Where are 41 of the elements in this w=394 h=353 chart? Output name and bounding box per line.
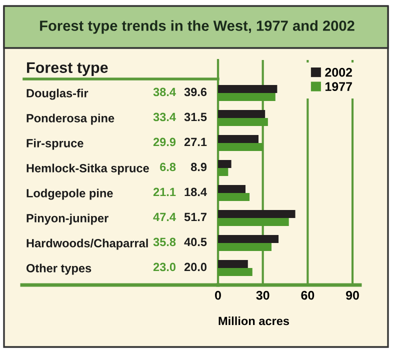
data-label: 21.1 [153, 188, 176, 196]
x-tick-label: 30 [256, 290, 270, 300]
data-label: 6.8 [160, 162, 176, 172]
data-label: 18.4 [184, 188, 207, 196]
bar [218, 135, 259, 143]
data-label: 47.4 [153, 212, 176, 222]
data-label: 23.0 [153, 262, 176, 272]
bar [218, 210, 296, 218]
data-label: 40.5 [184, 238, 207, 246]
data-label: 35.8 [153, 238, 176, 246]
data-label: 38.4 [153, 88, 176, 96]
x-tick-label: 60 [301, 290, 314, 300]
legend-label: 1977 [325, 82, 352, 91]
bar [218, 85, 278, 93]
y-tick-label: Other types [26, 264, 92, 275]
y-tick-label: Fir-spruce [26, 138, 84, 150]
chart-title: Forest type trends in the West, 1977 and 2002 [40, 20, 354, 34]
y-tick-label: Ponderosa pine [26, 114, 114, 125]
data-label: 33.4 [153, 112, 176, 122]
data-label: 8.9 [190, 162, 207, 172]
data-label: 39.6 [184, 88, 207, 96]
bar [218, 185, 246, 193]
data-label: 27.1 [184, 138, 207, 146]
y-tick-label: Douglas-fir [26, 88, 88, 100]
data-label: 20.0 [184, 262, 207, 272]
bar [218, 260, 248, 268]
bar [218, 160, 232, 168]
y-tick-label: Hardwoods/Chaparral [26, 238, 148, 250]
data-label: 31.5 [184, 112, 207, 122]
bar [218, 235, 279, 243]
x-axis-title: Million acres [218, 316, 290, 326]
y-tick-label: Lodgepole pine [26, 188, 113, 200]
legend-label: 2002 [325, 68, 352, 77]
y-tick-label: Pinyon-juniper [26, 214, 108, 225]
x-tick-label: 90 [346, 290, 359, 300]
y-tick-label: Hemlock-Sitka spruce [26, 164, 149, 175]
bar [218, 110, 266, 118]
x-tick-label: 0 [215, 290, 221, 300]
data-label: 51.7 [184, 212, 206, 222]
data-label: 29.9 [153, 138, 176, 146]
y-axis-title: Forest type [27, 62, 108, 76]
